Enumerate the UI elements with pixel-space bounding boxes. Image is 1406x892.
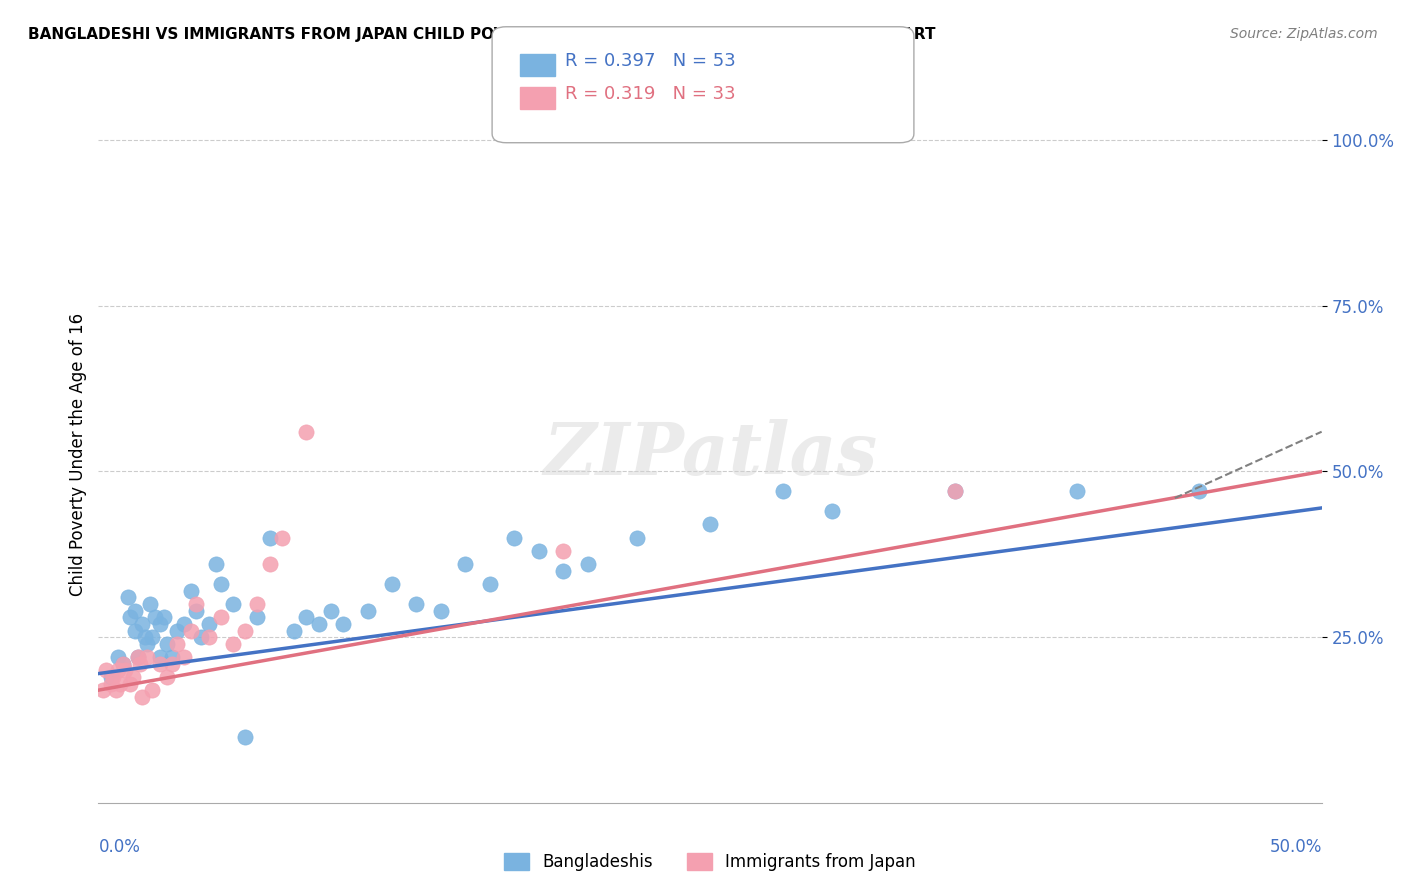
Point — [270, 531, 294, 545]
Point — [136, 650, 159, 665]
Point — [100, 676, 122, 690]
Point — [186, 597, 208, 611]
Point — [454, 558, 477, 572]
Text: 0.0%: 0.0% — [98, 838, 141, 855]
Point — [197, 616, 219, 631]
Point — [233, 730, 256, 744]
Point — [107, 663, 129, 677]
Point — [180, 624, 202, 638]
Point — [173, 650, 195, 665]
Point — [160, 657, 183, 671]
Point — [141, 630, 163, 644]
Point — [576, 558, 599, 572]
Y-axis label: Child Poverty Under the Age of 16: Child Poverty Under the Age of 16 — [69, 313, 87, 597]
Point — [1188, 484, 1211, 499]
Point — [209, 610, 232, 624]
Point — [134, 630, 156, 644]
Point — [222, 597, 245, 611]
Point — [129, 657, 152, 671]
Point — [110, 676, 132, 690]
Point — [100, 670, 122, 684]
Point — [120, 676, 142, 690]
Point — [430, 604, 453, 618]
Point — [283, 624, 305, 638]
Point — [149, 650, 172, 665]
Text: 50.0%: 50.0% — [1270, 838, 1322, 855]
Point — [478, 577, 501, 591]
Point — [246, 597, 269, 611]
Point — [197, 630, 219, 644]
Point — [121, 670, 143, 684]
Point — [209, 577, 232, 591]
Point — [295, 425, 318, 439]
Text: Source: ZipAtlas.com: Source: ZipAtlas.com — [1230, 27, 1378, 41]
Point — [943, 484, 966, 499]
Point — [153, 610, 176, 624]
Point — [91, 683, 114, 698]
Point — [332, 616, 354, 631]
Point — [124, 624, 146, 638]
Point — [166, 624, 188, 638]
Text: R = 0.397   N = 53: R = 0.397 N = 53 — [565, 52, 735, 70]
Point — [259, 558, 281, 572]
Point — [356, 604, 378, 618]
Point — [160, 650, 183, 665]
Point — [553, 564, 575, 578]
Point — [139, 597, 162, 611]
Point — [127, 650, 149, 665]
Point — [943, 484, 966, 499]
Point — [205, 558, 228, 572]
Text: R = 0.319   N = 33: R = 0.319 N = 33 — [565, 85, 735, 103]
Point — [173, 616, 195, 631]
Text: ZIPatlas: ZIPatlas — [543, 419, 877, 491]
Point — [117, 591, 139, 605]
Point — [319, 604, 342, 618]
Point — [295, 610, 318, 624]
Point — [156, 670, 179, 684]
Point — [772, 484, 794, 499]
Point — [190, 630, 212, 644]
Point — [111, 657, 134, 671]
Point — [114, 663, 136, 677]
Point — [141, 683, 163, 698]
Point — [1066, 484, 1088, 499]
Point — [149, 616, 172, 631]
Point — [626, 531, 648, 545]
Point — [186, 604, 208, 618]
Point — [259, 531, 281, 545]
Point — [246, 610, 269, 624]
Point — [94, 663, 117, 677]
Point — [101, 670, 124, 684]
Point — [699, 517, 721, 532]
Point — [821, 504, 844, 518]
Point — [233, 624, 256, 638]
Point — [527, 544, 550, 558]
Point — [180, 583, 202, 598]
Point — [107, 650, 129, 665]
Point — [111, 657, 134, 671]
Point — [104, 683, 127, 698]
Point — [222, 637, 245, 651]
Point — [143, 610, 166, 624]
Point — [120, 610, 142, 624]
Point — [308, 616, 330, 631]
Point — [166, 637, 188, 651]
Point — [381, 577, 404, 591]
Point — [131, 616, 153, 631]
Point — [127, 650, 149, 665]
Legend: Bangladeshis, Immigrants from Japan: Bangladeshis, Immigrants from Japan — [498, 847, 922, 878]
Point — [156, 637, 179, 651]
Point — [405, 597, 427, 611]
Point — [131, 690, 153, 704]
Text: BANGLADESHI VS IMMIGRANTS FROM JAPAN CHILD POVERTY UNDER THE AGE OF 16 CORRELATI: BANGLADESHI VS IMMIGRANTS FROM JAPAN CHI… — [28, 27, 935, 42]
Point — [124, 604, 146, 618]
Point — [503, 531, 526, 545]
Point — [149, 657, 172, 671]
Point — [553, 544, 575, 558]
Point — [136, 637, 159, 651]
